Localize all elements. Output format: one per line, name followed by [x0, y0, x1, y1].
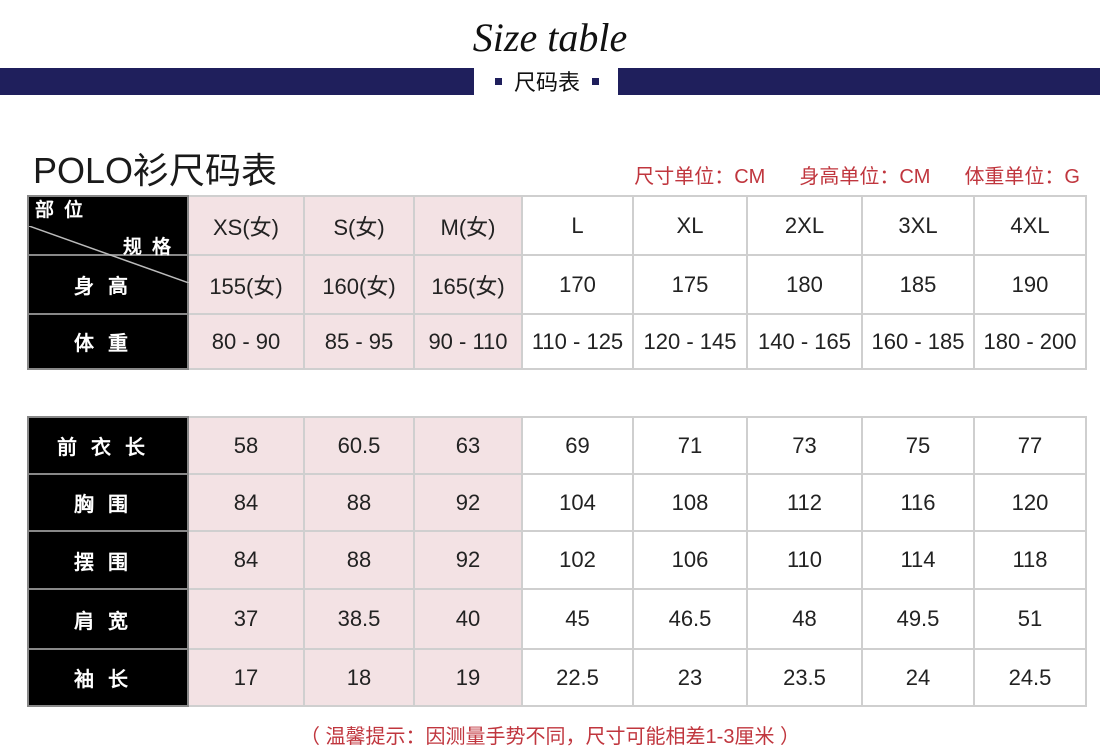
table-row: 体重 80 - 90 85 - 95 90 - 110 110 - 125 120 - 1… [27, 313, 1087, 370]
table-cell: 160(女) [303, 254, 415, 315]
table-cell: 38.5 [303, 588, 415, 650]
table-cell: 46.5 [632, 588, 748, 650]
size-header-cell: 2XL [746, 195, 863, 256]
table-cell: 180 - 200 [973, 313, 1087, 370]
table-cell: 60.5 [303, 416, 415, 475]
table-cell: 51 [973, 588, 1087, 650]
row-label: 体重 [27, 313, 189, 370]
table-cell: 40 [413, 588, 523, 650]
title-english: Size table [472, 15, 628, 60]
table-cell: 48 [746, 588, 863, 650]
table-cell: 120 [973, 473, 1087, 532]
table-row: 前衣长 58 60.5 63 69 71 73 75 77 [27, 416, 1087, 475]
row-label: 肩宽 [27, 588, 189, 650]
table-cell: 165(女) [413, 254, 523, 315]
table-row: 摆围 84 88 92 102 106 110 114 118 [27, 530, 1087, 590]
measurement-note: （ 温馨提示：因测量手势不同，尺寸可能相差1-3厘米 ） [299, 726, 801, 748]
table-cell: 140 - 165 [746, 313, 863, 370]
table-cell: 24.5 [973, 648, 1087, 707]
size-header-cell: 4XL [973, 195, 1087, 256]
square-bullet-icon [494, 77, 502, 85]
table-cell: 185 [861, 254, 975, 315]
size-header-cell: L [521, 195, 634, 256]
unit-height: 身高单位：CM [799, 166, 931, 188]
unit-size: 尺寸单位：CM [634, 166, 766, 188]
table-cell: 90 - 110 [413, 313, 523, 370]
row-label: 袖长 [27, 648, 189, 707]
table-cell: 77 [973, 416, 1087, 475]
table-cell: 108 [632, 473, 748, 532]
table-cell: 69 [521, 416, 634, 475]
row-label: 摆围 [27, 530, 189, 590]
size-table-body-measure: 规格 部位 XS(女) S(女) M(女) L XL 2XL 3XL 4XL 身高 155(女)… [27, 195, 1087, 370]
table-cell: 73 [746, 416, 863, 475]
header-band-left [0, 68, 474, 95]
table-cell: 88 [303, 530, 415, 590]
table-cell: 45 [521, 588, 634, 650]
table-cell: 63 [413, 416, 523, 475]
corner-part-label: 部位 [35, 199, 94, 221]
table-cell: 75 [861, 416, 975, 475]
diagonal-line [29, 225, 189, 283]
unit-weight: 体重单位：G [964, 166, 1080, 188]
table-cell: 84 [187, 530, 305, 590]
table-cell: 23.5 [746, 648, 863, 707]
title-chinese: 尺码表 [513, 70, 580, 95]
table-cell: 92 [413, 473, 523, 532]
size-header-cell: M(女) [413, 195, 523, 256]
table-cell: 120 - 145 [632, 313, 748, 370]
table-title: POLO衫尺码表 [33, 150, 278, 191]
table-cell: 106 [632, 530, 748, 590]
table-cell: 190 [973, 254, 1087, 315]
table-row: 袖长 17 18 19 22.5 23 23.5 24 24.5 [27, 648, 1087, 707]
size-header-cell: 3XL [861, 195, 975, 256]
row-label: 前衣长 [27, 416, 189, 475]
table-row: 胸围 84 88 92 104 108 112 116 120 [27, 473, 1087, 532]
table-cell: 58 [187, 416, 305, 475]
table-cell: 175 [632, 254, 748, 315]
table-cell: 71 [632, 416, 748, 475]
table-cell: 23 [632, 648, 748, 707]
row-label: 身高 [27, 254, 189, 315]
table-cell: 118 [973, 530, 1087, 590]
row-label: 胸围 [27, 473, 189, 532]
table-cell: 49.5 [861, 588, 975, 650]
table-cell: 92 [413, 530, 523, 590]
table-cell: 17 [187, 648, 305, 707]
size-header-cell: XL [632, 195, 748, 256]
size-header-cell: XS(女) [187, 195, 305, 256]
table-cell: 24 [861, 648, 975, 707]
square-bullet-icon [592, 77, 599, 85]
table-cell: 104 [521, 473, 634, 532]
table-cell: 84 [187, 473, 305, 532]
size-table-garment: 前衣长 58 60.5 63 69 71 73 75 77 胸围 84 88 92 104 108 112 11… [27, 416, 1087, 707]
table-cell: 170 [521, 254, 634, 315]
units-legend: 尺寸单位：CM 身高单位：CM 体重单位：G [634, 160, 1080, 189]
table-cell: 19 [413, 648, 523, 707]
table-cell: 160 - 185 [861, 313, 975, 370]
table-cell: 180 [746, 254, 863, 315]
corner-spec-label: 规格 [122, 236, 181, 258]
size-header-row: 规格 部位 XS(女) S(女) M(女) L XL 2XL 3XL 4XL [27, 195, 1087, 283]
table-row: 肩宽 37 38.5 40 45 46.5 48 49.5 51 [27, 588, 1087, 650]
table-cell: 80 - 90 [187, 313, 305, 370]
table-row: 身高 155(女) 160(女) 165(女) 170 175 180 185 190 [27, 254, 1087, 315]
table-cell: 22.5 [521, 648, 634, 707]
corner-cell: 规格 部位 [27, 195, 189, 283]
table-cell: 155(女) [187, 254, 305, 315]
table-cell: 18 [303, 648, 415, 707]
table-cell: 102 [521, 530, 634, 590]
table-cell: 88 [303, 473, 415, 532]
table-cell: 112 [746, 473, 863, 532]
table-cell: 116 [861, 473, 975, 532]
header-label: 尺码表 [477, 66, 617, 96]
size-header-cell: S(女) [303, 195, 415, 256]
table-cell: 114 [861, 530, 975, 590]
table-cell: 37 [187, 588, 305, 650]
table-cell: 110 [746, 530, 863, 590]
table-cell: 110 - 125 [521, 313, 634, 370]
header-band-right [618, 68, 1100, 95]
table-cell: 85 - 95 [303, 313, 415, 370]
